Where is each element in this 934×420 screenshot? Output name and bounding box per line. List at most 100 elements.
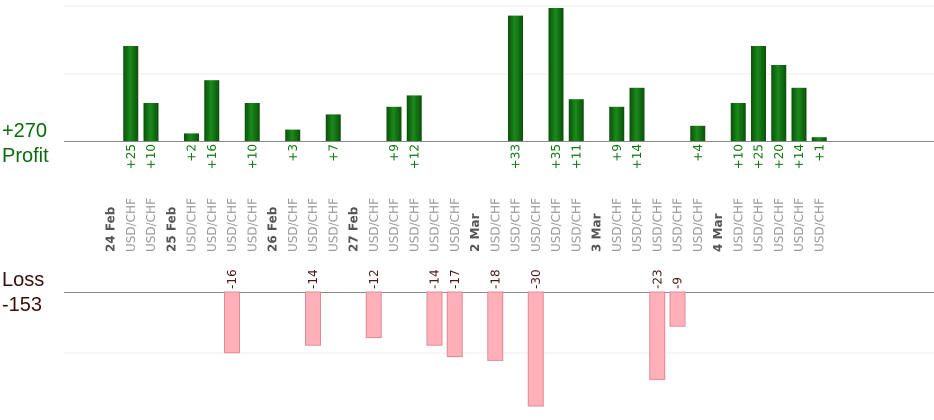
symbol-label: USD/CHF: [691, 198, 705, 252]
day-label: 26 Feb: [266, 206, 280, 252]
profit-bar: [143, 103, 159, 141]
profit-bar: [791, 87, 807, 141]
profit-value-label: +1: [812, 144, 826, 162]
profit-bar: [629, 87, 645, 141]
loss-bar: [487, 291, 504, 361]
profit-bar: [285, 129, 301, 141]
symbol-label: USD/CHF: [185, 198, 199, 252]
profit-value-label: +4: [691, 144, 705, 162]
symbol-label: USD/CHF: [610, 198, 624, 252]
symbol-label: USD/CHF: [752, 198, 766, 252]
day-label: 3 Mar: [590, 213, 604, 252]
symbol-label: USD/CHF: [650, 198, 664, 252]
symbol-label: USD/CHF: [286, 198, 300, 252]
symbol-label: USD/CHF: [630, 198, 644, 252]
symbol-label: USD/CHF: [144, 198, 158, 252]
symbol-label: USD/CHF: [124, 198, 138, 252]
symbol-label: USD/CHF: [245, 198, 259, 252]
profit-bar: [508, 15, 523, 142]
profit-value-label: +9: [387, 144, 401, 162]
symbol-label: USD/CHF: [488, 198, 502, 252]
profit-bar: [123, 46, 139, 141]
loss-bar: [426, 291, 443, 346]
loss-bar: [649, 291, 666, 380]
symbol-label: USD/CHF: [549, 198, 563, 252]
loss-value-label: -16: [225, 269, 239, 289]
profit-bar: [568, 99, 584, 141]
loss-value-label: -18: [488, 269, 502, 289]
profit-value-label: +25: [752, 144, 766, 169]
profit-bar: [406, 95, 422, 141]
profit-bar: [690, 125, 706, 141]
symbol-label: USD/CHF: [205, 198, 219, 252]
profit-value-label: +10: [245, 144, 259, 169]
profit-value-label: +11: [569, 144, 583, 169]
symbol-label: USD/CHF: [529, 198, 543, 252]
symbol-label: USD/CHF: [306, 198, 320, 252]
day-label: 25 Feb: [164, 206, 178, 252]
profit-value-label: +14: [792, 144, 806, 169]
symbol-label: USD/CHF: [407, 198, 421, 252]
bars: [123, 8, 827, 407]
loss-bar: [224, 291, 240, 354]
symbol-label: USD/CHF: [671, 198, 685, 252]
profit-label: Profit: [2, 145, 49, 167]
symbol-label: USD/CHF: [387, 198, 401, 252]
symbol-label: USD/CHF: [428, 198, 442, 252]
profit-value-label: +16: [205, 144, 219, 169]
day-label: 4 Mar: [711, 213, 725, 252]
day-label: 2 Mar: [468, 213, 482, 252]
profit-value-label: +10: [731, 144, 745, 169]
loss-value-label: -12: [367, 269, 381, 289]
symbol-label: USD/CHF: [772, 198, 786, 252]
loss-bar: [305, 291, 321, 346]
profit-value-label: +10: [144, 144, 158, 169]
profit-bar: [325, 114, 341, 141]
profit-bar: [548, 8, 564, 141]
day-label: 27 Feb: [347, 206, 361, 252]
profit-value-label: +33: [509, 144, 523, 169]
loss-value-label: -17: [448, 269, 462, 289]
loss-value-label: -14: [306, 269, 320, 289]
labels: 24 Feb USD/CHF +25 USD/CHF +10 25 Feb USD/CHF +…: [104, 144, 827, 289]
profit-bar: [386, 106, 402, 141]
loss-bar: [527, 291, 544, 407]
profit-value-label: +25: [124, 144, 138, 169]
profit-value-label: +7: [326, 144, 340, 162]
symbol-label: USD/CHF: [569, 198, 583, 252]
symbol-label: USD/CHF: [326, 198, 340, 252]
symbol-label: USD/CHF: [731, 198, 745, 252]
profit-value-label: +20: [772, 144, 786, 169]
profit-value-label: +35: [549, 144, 563, 169]
symbol-label: USD/CHF: [792, 198, 806, 252]
profit-total: +270: [2, 120, 47, 142]
profit-value-label: +3: [286, 144, 300, 162]
loss-value-label: -23: [650, 269, 664, 289]
day-label: 24 Feb: [104, 206, 118, 252]
profit-bar: [204, 80, 220, 141]
loss-bar: [446, 291, 463, 358]
profit-value-label: +9: [610, 144, 624, 162]
loss-value-label: -30: [529, 269, 543, 289]
profit-value-label: +2: [185, 144, 199, 162]
profit-bar: [730, 103, 746, 141]
loss-value-label: -9: [671, 277, 685, 289]
loss-value-label: -14: [428, 269, 442, 289]
profit-bar: [184, 133, 199, 141]
symbol-label: USD/CHF: [448, 198, 462, 252]
symbol-label: USD/CHF: [509, 198, 523, 252]
loss-total: -153: [2, 294, 42, 316]
profit-bar: [811, 137, 827, 141]
symbol-label: USD/CHF: [367, 198, 381, 252]
profit-bar: [771, 65, 787, 141]
profit-bar: [244, 103, 260, 141]
profit-bar: [751, 46, 766, 141]
symbol-label: USD/CHF: [225, 198, 239, 252]
profit-bar: [609, 106, 625, 141]
loss-bar: [669, 291, 686, 327]
loss-bar: [365, 291, 382, 339]
symbol-label: USD/CHF: [812, 198, 826, 252]
profit-value-label: +14: [630, 144, 644, 169]
profit-value-label: +12: [407, 144, 421, 169]
